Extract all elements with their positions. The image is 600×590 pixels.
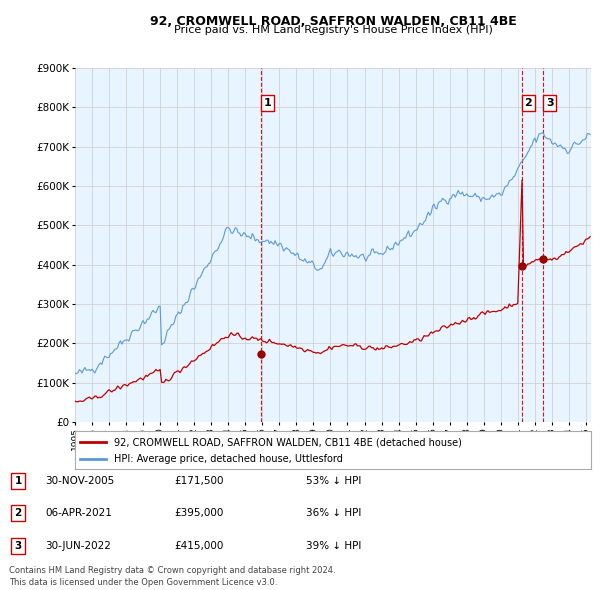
- Text: 1: 1: [14, 476, 22, 486]
- Text: £171,500: £171,500: [174, 476, 224, 486]
- Text: Price paid vs. HM Land Registry's House Price Index (HPI): Price paid vs. HM Land Registry's House …: [173, 25, 493, 35]
- Text: 30-JUN-2022: 30-JUN-2022: [45, 541, 111, 550]
- Text: 1: 1: [263, 99, 271, 108]
- Text: 53% ↓ HPI: 53% ↓ HPI: [306, 476, 361, 486]
- Text: HPI: Average price, detached house, Uttlesford: HPI: Average price, detached house, Uttl…: [114, 454, 343, 464]
- Text: Contains HM Land Registry data © Crown copyright and database right 2024.
This d: Contains HM Land Registry data © Crown c…: [9, 566, 335, 587]
- Text: 2: 2: [14, 509, 22, 518]
- Text: 92, CROMWELL ROAD, SAFFRON WALDEN, CB11 4BE (detached house): 92, CROMWELL ROAD, SAFFRON WALDEN, CB11 …: [114, 437, 461, 447]
- Text: 3: 3: [14, 541, 22, 550]
- Text: £415,000: £415,000: [174, 541, 223, 550]
- Text: 06-APR-2021: 06-APR-2021: [45, 509, 112, 518]
- Text: 2: 2: [524, 99, 532, 108]
- Text: 36% ↓ HPI: 36% ↓ HPI: [306, 509, 361, 518]
- Text: 30-NOV-2005: 30-NOV-2005: [45, 476, 114, 486]
- Text: 39% ↓ HPI: 39% ↓ HPI: [306, 541, 361, 550]
- Text: 3: 3: [546, 99, 553, 108]
- Text: £395,000: £395,000: [174, 509, 223, 518]
- Text: 92, CROMWELL ROAD, SAFFRON WALDEN, CB11 4BE: 92, CROMWELL ROAD, SAFFRON WALDEN, CB11 …: [149, 15, 517, 28]
